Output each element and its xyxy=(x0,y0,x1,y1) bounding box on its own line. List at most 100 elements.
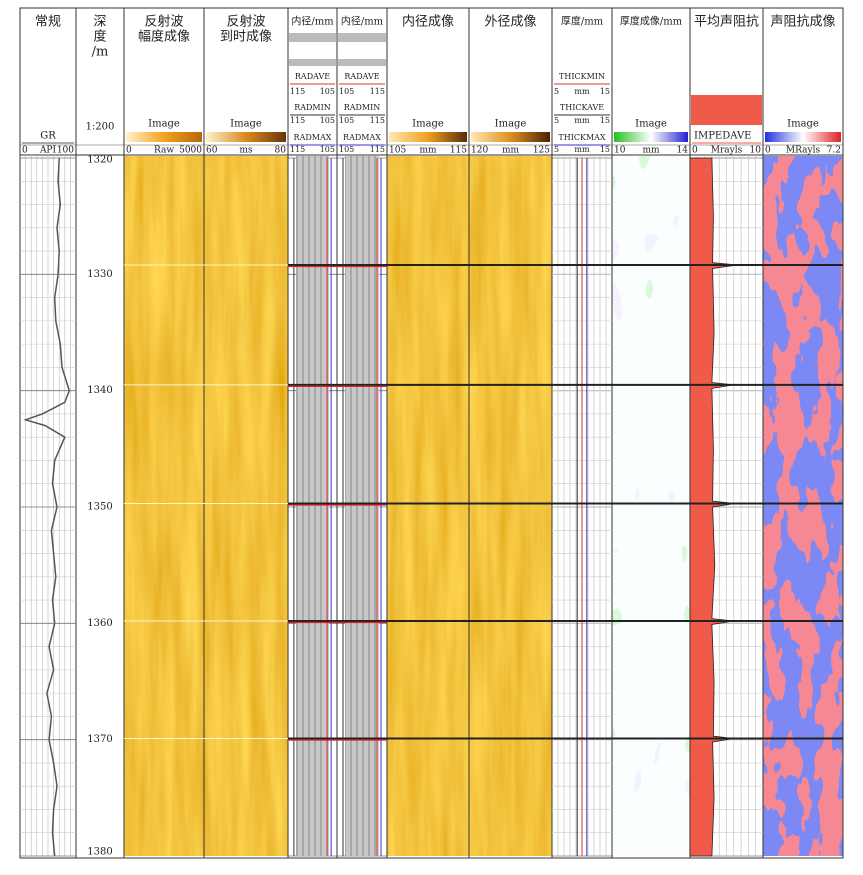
scale-min: 0 xyxy=(692,146,698,156)
track-title: 内径/mm xyxy=(341,15,384,28)
scale-max: 105 xyxy=(320,116,335,125)
track-title: 到时成像 xyxy=(220,30,272,45)
scale-max: 15 xyxy=(600,116,610,125)
scale-min: 115 xyxy=(290,116,305,125)
track-title: 幅度成像 xyxy=(138,29,190,45)
scale-min: 10 xyxy=(614,146,626,156)
scale-unit: ms xyxy=(239,146,253,156)
track-title: 厚度/mm xyxy=(561,15,604,28)
gray-image xyxy=(345,156,379,856)
track-title: 常规 xyxy=(35,15,61,30)
image-log xyxy=(387,156,469,856)
scale-unit: mm xyxy=(419,146,437,156)
scale-unit: mm xyxy=(574,145,590,154)
scale-unit: Mrayls xyxy=(711,146,743,156)
track-title: 外径成像 xyxy=(484,15,536,30)
scale-max: 105 xyxy=(320,145,335,154)
depth-label: 1340 xyxy=(87,385,112,396)
palette-bar xyxy=(614,132,688,142)
scale-min: 120 xyxy=(471,146,488,156)
palette-bar xyxy=(471,132,550,142)
curve-name: RADMAX xyxy=(343,133,381,142)
track-title: 内径成像 xyxy=(402,14,454,30)
palette-bar xyxy=(126,132,202,142)
curve-name: RADAVE xyxy=(344,72,379,81)
curve-name: THICKMIN xyxy=(559,72,605,81)
scale-min: 0 xyxy=(22,146,28,156)
scale-unit: mm xyxy=(502,146,520,156)
image-label: Image xyxy=(148,119,180,130)
scale-min: 5 xyxy=(554,145,559,154)
depth-scale: 1:200 xyxy=(86,122,115,133)
depth-label: 1350 xyxy=(87,502,112,513)
scale-max: 115 xyxy=(370,116,385,125)
image-label: Image xyxy=(787,119,819,130)
scale-unit: mm xyxy=(642,146,660,156)
scale-unit: mm xyxy=(574,87,590,96)
scale-min: 60 xyxy=(206,146,218,156)
header-bar xyxy=(338,33,386,42)
image-log xyxy=(763,156,843,856)
scale-max: 105 xyxy=(320,87,335,96)
image-label: Image xyxy=(230,119,262,130)
image-log xyxy=(612,156,690,856)
image-log xyxy=(124,156,204,856)
curve-name: RADMIN xyxy=(344,103,381,112)
scale-max: 100 xyxy=(57,146,74,156)
header-bar xyxy=(289,33,336,42)
curve-name: THICKMAX xyxy=(558,133,606,142)
scale-max: 115 xyxy=(370,87,385,96)
depth-label: 1380 xyxy=(87,847,112,858)
depth-label: 1320 xyxy=(87,155,112,166)
track-title: 平均声阻抗 xyxy=(694,15,759,30)
depth-label: 1330 xyxy=(87,269,112,280)
scale-max: 10 xyxy=(750,146,762,156)
scale-max: 115 xyxy=(370,145,385,154)
track-title: /m xyxy=(92,45,109,60)
track-title: 声阻抗成像 xyxy=(770,15,835,30)
scale-max: 14 xyxy=(677,146,689,156)
track-title: 深 xyxy=(93,15,106,30)
depth-label: 1360 xyxy=(87,618,112,629)
depth-label: 1370 xyxy=(87,734,112,745)
curve-name: IMPEDAVE xyxy=(694,131,751,142)
scale-max: 15 xyxy=(600,87,610,96)
curve-name: RADAVE xyxy=(295,72,330,81)
curve-name: GR xyxy=(40,131,56,142)
gray-image xyxy=(296,156,329,856)
palette-bar xyxy=(389,132,467,142)
scale-max: 80 xyxy=(275,146,287,156)
scale-max: 5000 xyxy=(179,146,202,156)
curve-line xyxy=(23,157,71,857)
scale-min: 5 xyxy=(554,87,559,96)
palette-bar xyxy=(765,132,841,142)
palette-bar xyxy=(206,132,286,142)
image-label: Image xyxy=(635,119,667,130)
scale-min: 0 xyxy=(126,146,132,156)
header-bar xyxy=(289,59,336,66)
scale-min: 105 xyxy=(389,146,406,156)
scale-unit: API xyxy=(39,146,57,156)
track-title: 度 xyxy=(93,29,106,45)
track-title: 厚度成像/mm xyxy=(620,15,683,28)
image-log xyxy=(204,156,288,856)
scale-min: 105 xyxy=(339,145,354,154)
curve-name: RADMAX xyxy=(294,133,332,142)
track-title: 内径/mm xyxy=(291,15,334,28)
curve-name: RADMIN xyxy=(294,103,331,112)
image-log xyxy=(469,156,552,856)
scale-unit: Raw xyxy=(154,146,174,156)
scale-min: 115 xyxy=(290,87,305,96)
track-title: 反射波 xyxy=(226,14,265,30)
scale-unit: mm xyxy=(574,116,590,125)
scale-unit: MRayls xyxy=(786,146,821,156)
scale-max: 7.2 xyxy=(827,146,841,156)
image-label: Image xyxy=(495,119,527,130)
scale-max: 115 xyxy=(450,146,467,156)
curve-name: THICKAVE xyxy=(560,103,604,112)
scale-max: 125 xyxy=(533,146,550,156)
track-title: 反射波 xyxy=(144,14,183,30)
scale-max: 15 xyxy=(600,145,610,154)
header-bar xyxy=(338,59,386,66)
